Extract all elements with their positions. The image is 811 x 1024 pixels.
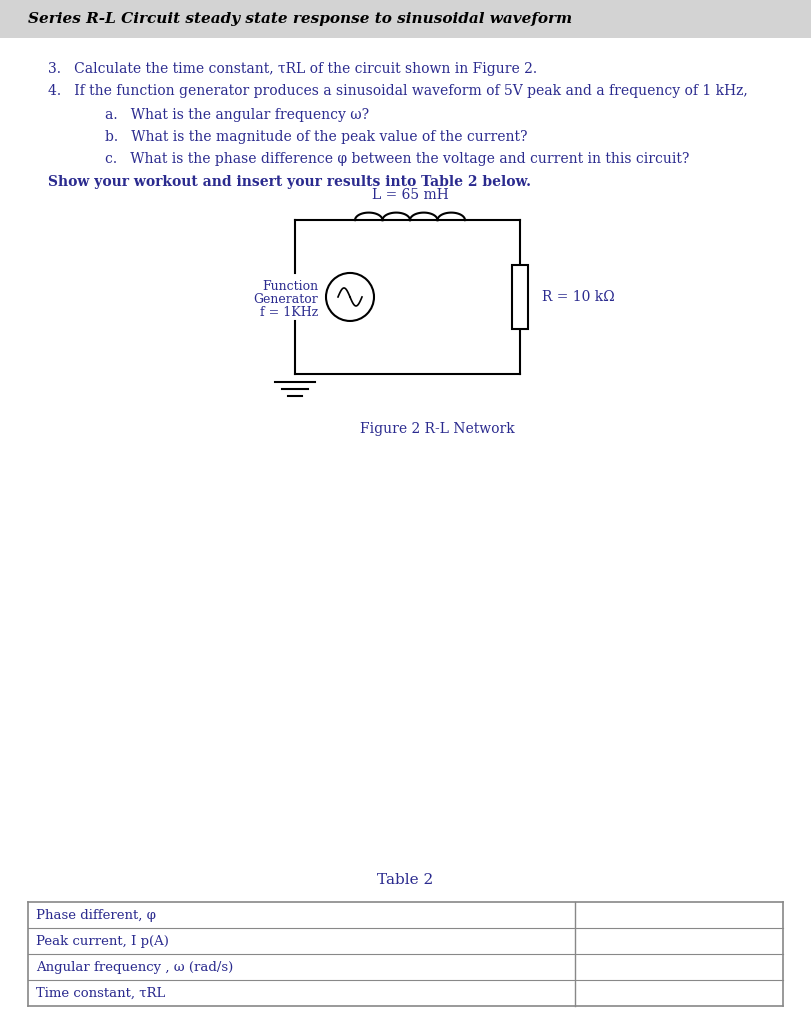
Text: Generator: Generator <box>253 294 318 306</box>
Bar <box>512 265 528 329</box>
Text: Peak current, I p(A): Peak current, I p(A) <box>36 935 169 947</box>
Text: L = 65 mH: L = 65 mH <box>371 188 448 202</box>
Text: Figure 2 R-L Network: Figure 2 R-L Network <box>360 422 515 436</box>
Text: a.   What is the angular frequency ω?: a. What is the angular frequency ω? <box>105 108 369 122</box>
Text: Series R-L Circuit steady state response to sinusoidal waveform: Series R-L Circuit steady state response… <box>28 12 572 26</box>
Text: Table 2: Table 2 <box>377 873 434 887</box>
Text: 4.   If the function generator produces a sinusoidal waveform of 5V peak and a f: 4. If the function generator produces a … <box>48 84 748 98</box>
Text: Show your workout and insert your results into Table 2 below.: Show your workout and insert your result… <box>48 175 531 189</box>
Text: c.   What is the phase difference φ between the voltage and current in this circ: c. What is the phase difference φ betwee… <box>105 152 689 166</box>
Text: R = 10 kΩ: R = 10 kΩ <box>542 290 615 304</box>
Text: 3.   Calculate the time constant, τRL of the circuit shown in Figure 2.: 3. Calculate the time constant, τRL of t… <box>48 62 537 76</box>
Text: Time constant, τRL: Time constant, τRL <box>36 986 165 999</box>
Text: f = 1KHz: f = 1KHz <box>260 306 318 319</box>
Text: Phase different, φ: Phase different, φ <box>36 908 156 922</box>
Text: Function: Function <box>262 281 318 294</box>
Text: Angular frequency , ω (rad/s): Angular frequency , ω (rad/s) <box>36 961 234 974</box>
Bar <box>0 0 811 38</box>
Text: b.   What is the magnitude of the peak value of the current?: b. What is the magnitude of the peak val… <box>105 130 527 144</box>
